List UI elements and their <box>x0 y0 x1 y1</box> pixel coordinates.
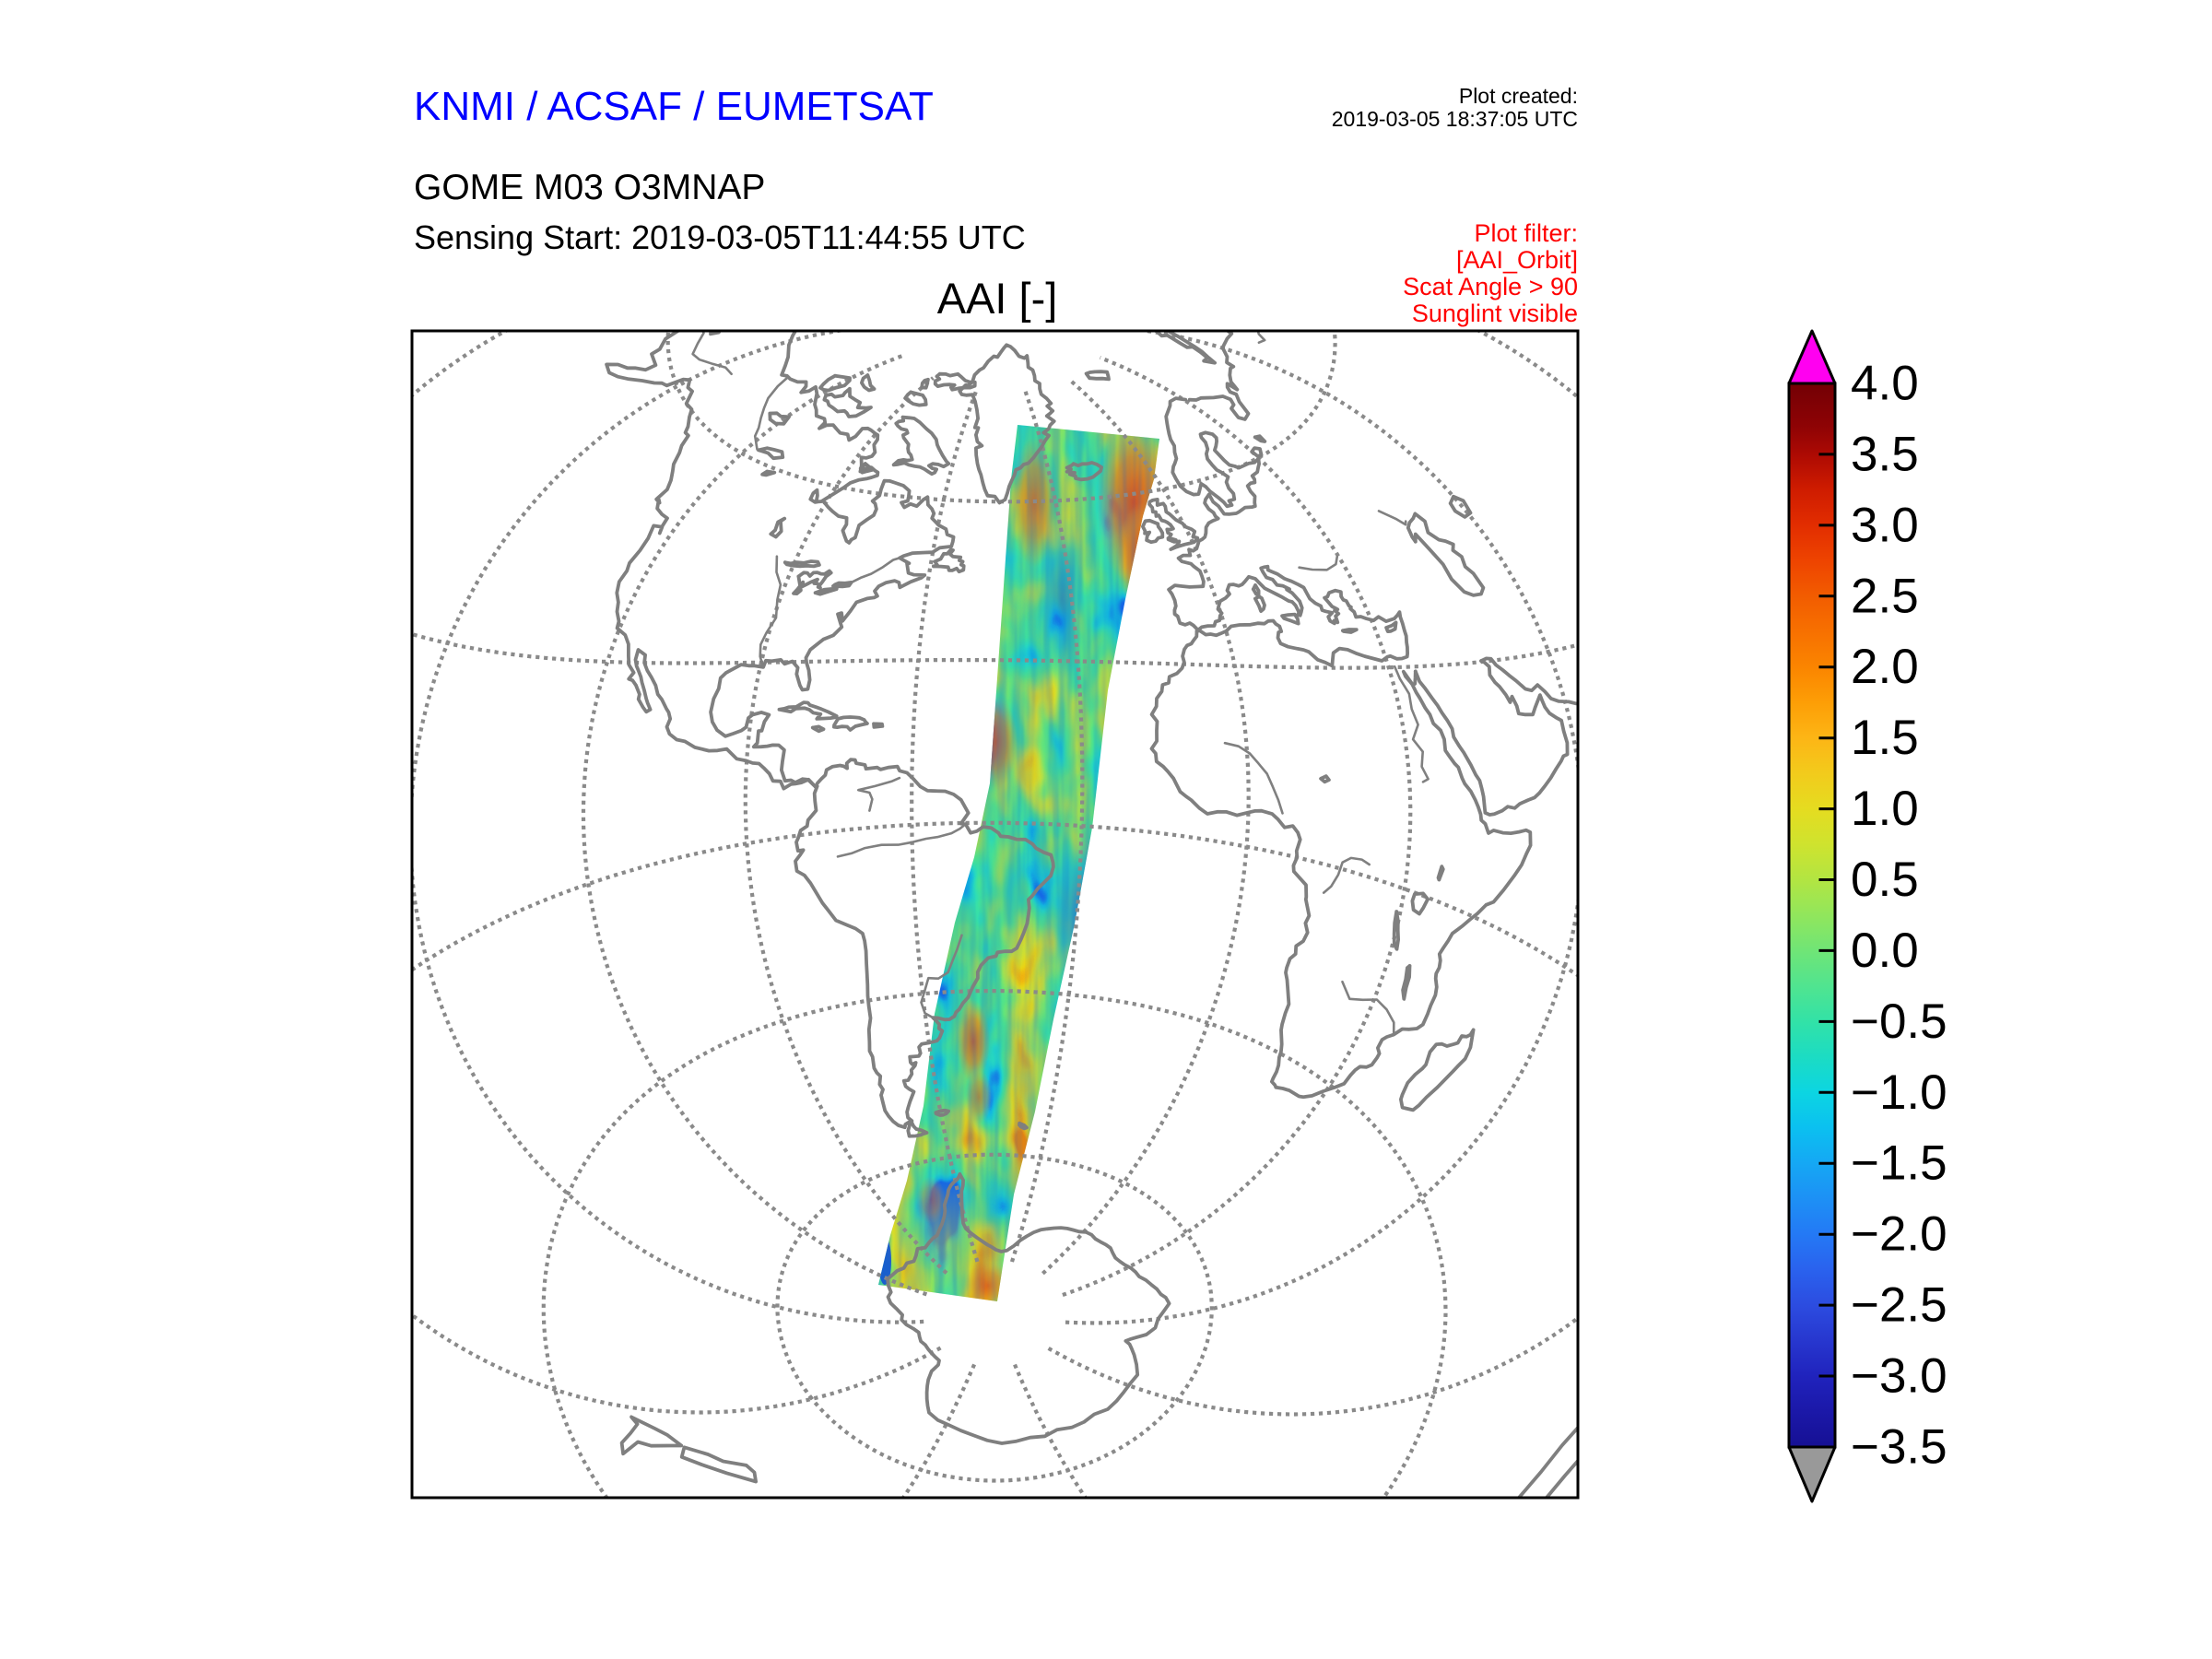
svg-text:−2.5: −2.5 <box>1851 1278 1947 1333</box>
svg-text:−1.5: −1.5 <box>1851 1136 1947 1191</box>
svg-text:1.5: 1.5 <box>1851 711 1919 765</box>
svg-text:−1.0: −1.0 <box>1851 1065 1947 1120</box>
svg-text:2.0: 2.0 <box>1851 640 1919 694</box>
svg-text:3.5: 3.5 <box>1851 427 1919 481</box>
svg-text:−2.0: −2.0 <box>1851 1207 1947 1262</box>
svg-text:−0.5: −0.5 <box>1851 994 1947 1049</box>
svg-text:0.0: 0.0 <box>1851 924 1919 978</box>
svg-text:1.0: 1.0 <box>1851 782 1919 836</box>
svg-text:4.0: 4.0 <box>1851 357 1919 411</box>
svg-text:−3.5: −3.5 <box>1851 1420 1947 1475</box>
svg-text:2.5: 2.5 <box>1851 569 1919 623</box>
svg-text:0.5: 0.5 <box>1851 853 1919 907</box>
svg-text:−3.0: −3.0 <box>1851 1349 1947 1404</box>
svg-text:3.0: 3.0 <box>1851 498 1919 552</box>
